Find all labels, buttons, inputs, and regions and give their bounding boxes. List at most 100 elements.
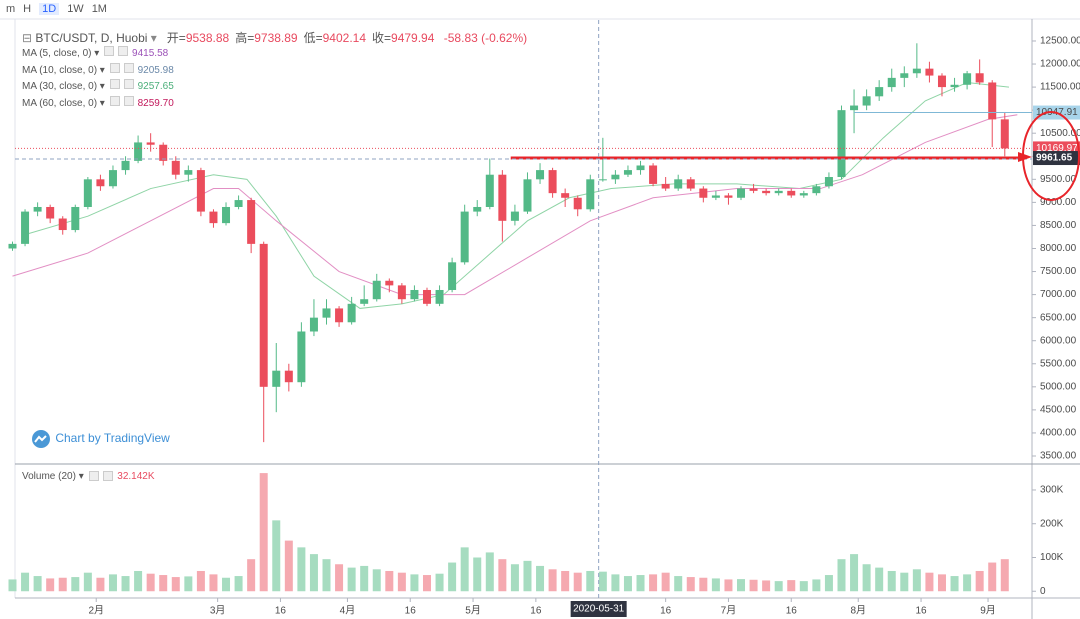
candle-body	[586, 179, 595, 210]
ohlc-label: 收=	[372, 31, 392, 45]
volume-value: 32.142K	[117, 471, 155, 482]
volume-bar	[209, 574, 218, 592]
volume-bar	[360, 565, 369, 592]
y-tick-label: 8500.00	[1040, 220, 1077, 231]
interval-button[interactable]: 1W	[67, 3, 84, 15]
volume-bar	[536, 565, 545, 592]
volume-bar	[686, 577, 695, 592]
volume-bar	[636, 575, 645, 592]
candle-body	[247, 200, 256, 244]
candle-body	[347, 303, 356, 323]
volume-bar	[347, 567, 356, 592]
volume-bar	[762, 580, 771, 592]
candle-body	[498, 174, 507, 221]
y-tick-label: 4000.00	[1040, 428, 1077, 439]
legend-icon	[109, 62, 120, 73]
interval-button[interactable]: 1M	[91, 3, 107, 15]
y-tick-label: 9000.00	[1040, 197, 1077, 208]
volume-bar	[699, 577, 708, 592]
y-tick-label: 12500.00	[1040, 36, 1080, 47]
candle-body	[309, 317, 318, 332]
candle-body	[397, 285, 406, 300]
x-tick-label: 2月	[88, 605, 104, 617]
interval-button[interactable]: 1D	[39, 3, 60, 15]
volume-bar	[335, 564, 344, 592]
symbol-title[interactable]: BTC/USDT, D, Huobi	[35, 31, 148, 45]
candle-body	[787, 190, 796, 196]
candle-body	[209, 211, 218, 224]
volume-bar	[448, 562, 457, 592]
candle-body	[272, 370, 281, 387]
candle-body	[623, 170, 632, 175]
volume-bar	[850, 554, 859, 592]
legend-icon	[118, 46, 129, 56]
volume-bar	[661, 572, 670, 592]
candle-body	[8, 243, 17, 249]
volume-bar	[812, 579, 821, 592]
drawn-line-label: 9961.65	[1036, 153, 1073, 164]
y-tick-label: 100K	[1040, 552, 1064, 563]
y-tick-label: 0	[1040, 586, 1046, 597]
volume-bar	[222, 577, 231, 592]
volume-bar	[749, 579, 758, 592]
candle-body	[360, 299, 369, 304]
candle-body	[21, 211, 30, 244]
candle-body	[372, 280, 381, 300]
change: -58.83 (-0.62%)	[443, 31, 528, 45]
candle-body	[297, 331, 306, 383]
volume-bar	[83, 572, 92, 592]
volume-bar	[134, 570, 143, 592]
watermark-text: Chart by TradingView	[55, 431, 170, 446]
candle-body	[661, 183, 670, 189]
y-tick-label: 200K	[1040, 518, 1064, 529]
y-tick-label: 6500.00	[1040, 312, 1077, 323]
volume-bar	[674, 576, 683, 592]
candle-body	[259, 243, 268, 387]
candle-body	[146, 142, 155, 145]
candle-body	[988, 82, 997, 120]
legend-icon	[123, 95, 134, 106]
volume-bar	[8, 579, 17, 592]
drawn-line-box	[1033, 151, 1080, 166]
candle-body	[548, 170, 557, 194]
x-tick-label: 5月	[465, 605, 481, 617]
candle-body	[636, 165, 645, 171]
interval-button[interactable]: m	[6, 3, 16, 15]
volume-bar	[309, 554, 318, 592]
candle-body	[937, 75, 946, 88]
interval-button[interactable]: H	[23, 3, 32, 15]
candle-body	[1000, 119, 1009, 149]
legend-icon	[104, 46, 115, 56]
legend-item: MA (10, close, 0) ▾ 9205.98	[22, 62, 174, 76]
volume-bar	[912, 569, 921, 592]
candle-body	[410, 289, 419, 300]
candle-body	[925, 68, 934, 76]
volume-bar	[259, 473, 268, 592]
volume-bar	[837, 559, 846, 592]
volume-bar	[774, 581, 783, 592]
legend-item: MA (30, close, 0) ▾ 9257.65	[22, 79, 174, 92]
volume-bar	[900, 572, 909, 592]
legend-name: MA (5, close, 0)	[22, 48, 92, 59]
volume-bar	[799, 581, 808, 592]
candle-body	[950, 84, 959, 88]
candle-body	[485, 174, 494, 207]
y-tick-label: 7500.00	[1040, 266, 1077, 277]
y-tick-label: 5500.00	[1040, 358, 1077, 369]
y-tick-label: 9500.00	[1040, 174, 1077, 185]
last-price-label: 10169.97	[1036, 143, 1078, 154]
y-tick-label: 7000.00	[1040, 289, 1077, 300]
volume-bar	[498, 559, 507, 592]
volume-bar	[950, 576, 959, 592]
volume-bar	[234, 576, 243, 592]
candle-body	[422, 289, 431, 304]
volume-bar	[862, 564, 871, 592]
candle-body	[385, 280, 394, 286]
candle-body	[975, 73, 984, 83]
candle-body	[963, 73, 972, 85]
volume-bar	[485, 552, 494, 592]
legend-icon	[109, 95, 120, 106]
candle-body	[762, 190, 771, 194]
candle-body	[134, 142, 143, 161]
